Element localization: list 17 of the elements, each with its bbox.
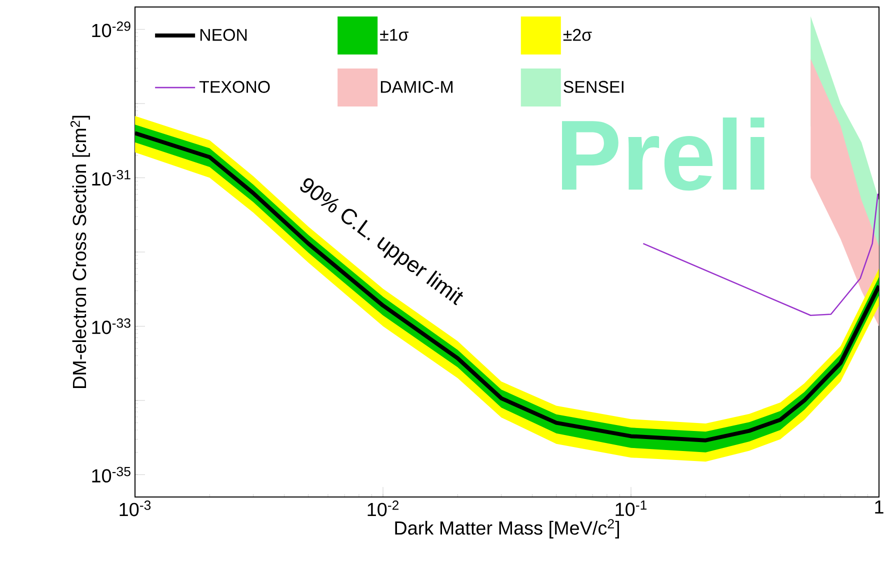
x-tick-label: 10$^{-3}$ [120,500,151,516]
x-tick-label: 10$^{-2}$ [368,500,399,516]
legend-label: NEON [200,28,247,41]
legend-label: ±1σ [380,28,408,41]
x-tick-label: 10$^{-1}$ [616,500,647,516]
annotation: Preli [562,117,764,191]
y-axis-title: DM-electron Cross Section [cm$^{2}$] [70,116,90,388]
y-tick-label: 10$^{-29}$ [92,22,130,38]
legend-label: ±2σ [563,28,592,41]
legend-label: SENSEI [564,80,624,93]
y-tick-label: 10$^{-31}$ [92,170,130,186]
legend-label: DAMIC-M [380,80,452,93]
x-axis-title: Dark Matter Mass [MeV/c$^{2}$] [395,519,619,538]
legend-label: TEXONO [199,80,270,93]
y-tick-label: 10$^{-33}$ [92,318,130,334]
y-tick-label: 10$^{-35}$ [92,466,130,483]
x-tick-label: 1 [875,500,884,514]
